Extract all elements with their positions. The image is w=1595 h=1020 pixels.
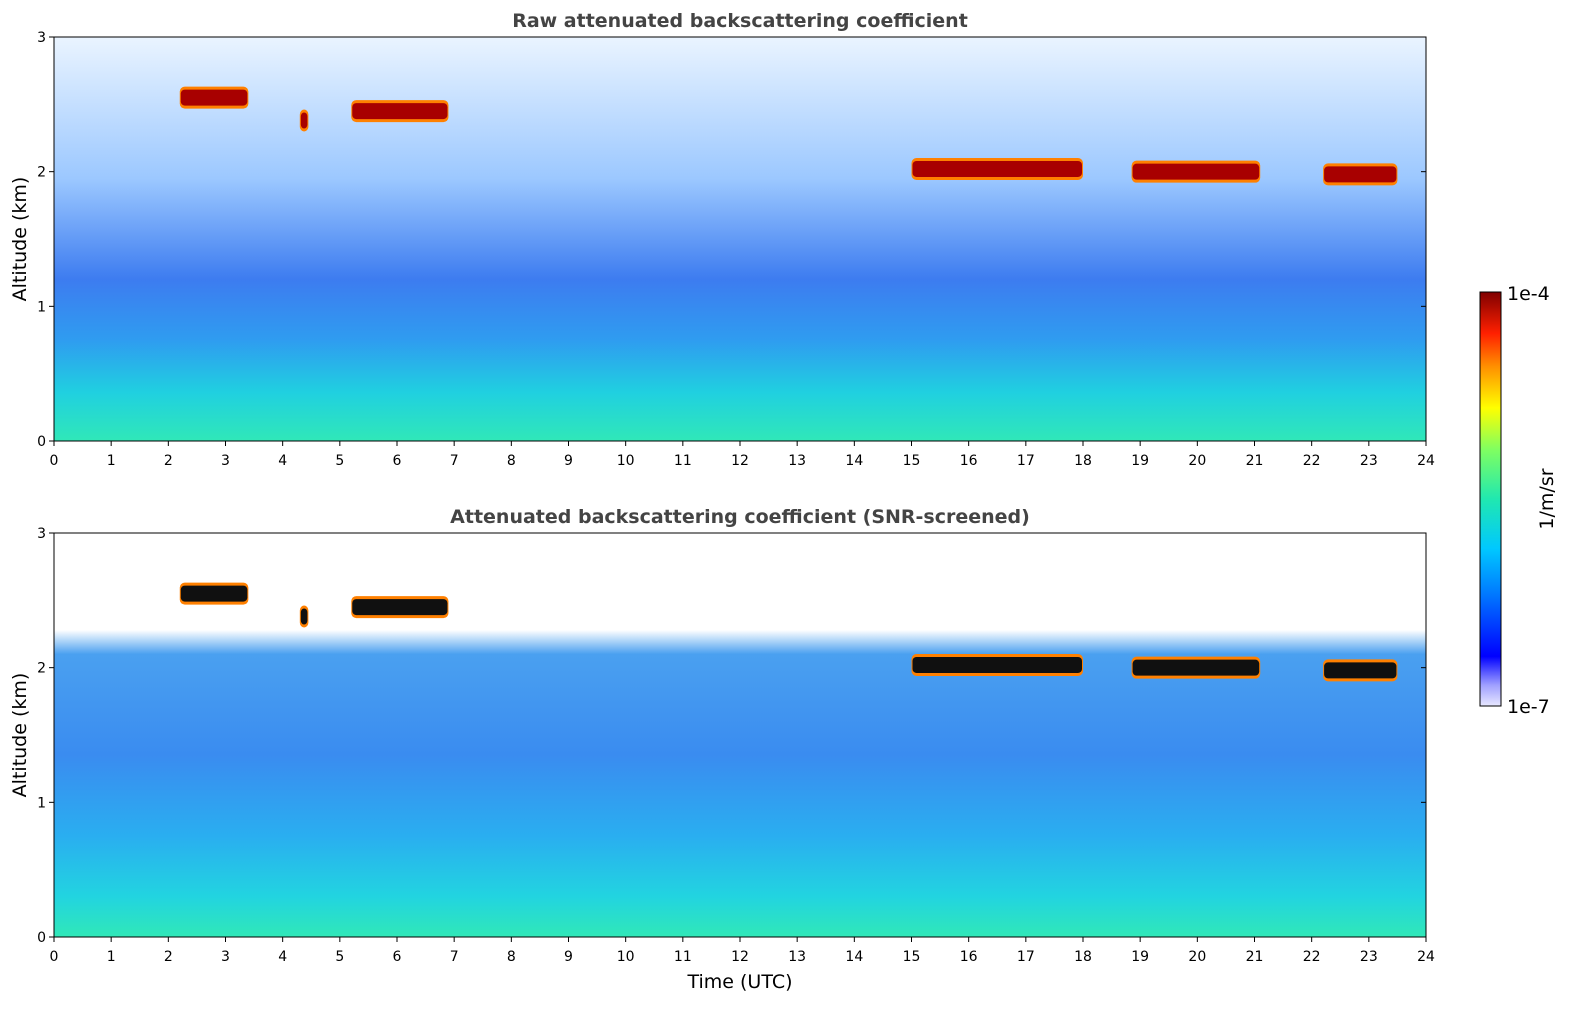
screened-xtick-label-11: 11 (674, 949, 692, 965)
screened-xtick-label-15: 15 (903, 949, 921, 965)
colorbar-unit-label: 1/m/sr (1536, 468, 1558, 529)
raw-xtick-label-0: 0 (50, 453, 59, 469)
raw-cloud-layer-3 (912, 160, 1082, 177)
screened-xtick-label-8: 8 (507, 949, 516, 965)
screened-xtick-label-2: 2 (164, 949, 173, 965)
screened-ytick-label-2: 2 (37, 661, 46, 677)
screened-cloud-layer-4 (1132, 659, 1260, 676)
screened-y-axis-label: Altitude (km) (9, 673, 31, 798)
screened-xtick-label-17: 17 (1017, 949, 1035, 965)
raw-xtick-label-8: 8 (507, 453, 516, 469)
raw-xtick-label-24: 24 (1417, 453, 1435, 469)
screened-xtick-label-13: 13 (788, 949, 806, 965)
screened-xtick-label-4: 4 (278, 949, 287, 965)
screened-xtick-label-16: 16 (960, 949, 978, 965)
screened-panel-title: Attenuated backscattering coefficient (S… (450, 506, 1030, 528)
screened-backscatter-panel: Attenuated backscattering coefficient (S… (9, 506, 1435, 993)
x-axis-label: Time (UTC) (686, 971, 792, 993)
screened-cloud-layer-1 (300, 608, 308, 625)
screened-ytick-label-1: 1 (37, 795, 46, 811)
raw-xtick-label-3: 3 (221, 453, 230, 469)
screened-xtick-label-18: 18 (1074, 949, 1092, 965)
screened-xtick-label-0: 0 (50, 949, 59, 965)
raw-cloud-layer-0 (180, 89, 248, 106)
screened-xtick-label-14: 14 (845, 949, 863, 965)
screened-xtick-label-10: 10 (617, 949, 635, 965)
screened-cloud-layer-2 (352, 599, 448, 616)
colorbar-min-label: 1e-7 (1507, 696, 1550, 718)
raw-xtick-label-19: 19 (1131, 453, 1149, 469)
screened-y-axis: 0 1 2 3 (37, 526, 1426, 946)
raw-xtick-label-13: 13 (788, 453, 806, 469)
raw-xtick-label-11: 11 (674, 453, 692, 469)
raw-xtick-label-22: 22 (1303, 453, 1321, 469)
screened-xtick-label-24: 24 (1417, 949, 1435, 965)
raw-cloud-layer-5 (1324, 166, 1397, 183)
screened-xtick-label-21: 21 (1246, 949, 1264, 965)
screened-xtick-label-3: 3 (221, 949, 230, 965)
raw-ytick-label-1: 1 (37, 299, 46, 315)
screened-heatmap (54, 533, 1426, 937)
screened-xtick-label-12: 12 (731, 949, 749, 965)
raw-heatmap-background (54, 37, 1426, 441)
screened-cloud-layer-0 (180, 585, 248, 602)
raw-xtick-label-16: 16 (960, 453, 978, 469)
raw-cloud-layer-4 (1132, 163, 1260, 180)
raw-xtick-label-9: 9 (564, 453, 573, 469)
raw-xtick-label-5: 5 (335, 453, 344, 469)
screened-xtick-label-20: 20 (1188, 949, 1206, 965)
raw-cloud-layers (179, 86, 1398, 186)
raw-xtick-label-2: 2 (164, 453, 173, 469)
screened-x-axis: 0 1 2 3 4 5 6 7 8 9 10 11 12 13 14 15 16 17 18 19 20 21 22 23 24 (50, 937, 1435, 965)
colorbar: 1e-4 1e-7 1/m/sr (1479, 283, 1558, 718)
raw-xtick-label-21: 21 (1246, 453, 1264, 469)
raw-y-axis-label: Altitude (km) (9, 177, 31, 302)
screened-xtick-label-23: 23 (1360, 949, 1378, 965)
raw-xtick-label-12: 12 (731, 453, 749, 469)
screened-xtick-label-1: 1 (107, 949, 116, 965)
screened-xtick-label-9: 9 (564, 949, 573, 965)
raw-x-axis: 0 1 2 3 4 5 6 7 8 9 10 11 12 13 14 15 16 17 18 19 20 21 22 23 24 (50, 441, 1435, 469)
screened-xtick-label-19: 19 (1131, 949, 1149, 965)
raw-xtick-label-6: 6 (393, 453, 402, 469)
screened-cloud-layer-3 (912, 656, 1082, 673)
colorbar-gradient (1479, 291, 1502, 707)
raw-y-axis: 0 1 2 3 (37, 30, 1426, 450)
raw-xtick-label-23: 23 (1360, 453, 1378, 469)
raw-ytick-label-2: 2 (37, 165, 46, 181)
raw-backscatter-panel: Raw attenuated backscattering coefficien… (9, 10, 1435, 469)
screened-heatmap-background (54, 533, 1426, 937)
raw-heatmap (54, 37, 1426, 441)
raw-xtick-label-14: 14 (845, 453, 863, 469)
screened-xtick-label-7: 7 (450, 949, 459, 965)
raw-xtick-label-10: 10 (617, 453, 635, 469)
raw-ytick-label-0: 0 (37, 434, 46, 450)
raw-cloud-layer-2 (352, 103, 448, 120)
screened-ytick-label-3: 3 (37, 526, 46, 542)
raw-xtick-label-17: 17 (1017, 453, 1035, 469)
raw-xtick-label-7: 7 (450, 453, 459, 469)
raw-xtick-label-4: 4 (278, 453, 287, 469)
raw-panel-title: Raw attenuated backscattering coefficien… (512, 10, 968, 32)
screened-cloud-layer-5 (1324, 662, 1397, 679)
colorbar-max-label: 1e-4 (1507, 283, 1550, 305)
raw-cloud-layer-1 (300, 112, 308, 129)
raw-xtick-label-1: 1 (107, 453, 116, 469)
raw-xtick-label-20: 20 (1188, 453, 1206, 469)
raw-ytick-label-3: 3 (37, 30, 46, 46)
screened-xtick-label-6: 6 (393, 949, 402, 965)
screened-cloud-layers (179, 582, 1398, 682)
screened-xtick-label-22: 22 (1303, 949, 1321, 965)
raw-xtick-label-18: 18 (1074, 453, 1092, 469)
screened-xtick-label-5: 5 (335, 949, 344, 965)
screened-ytick-label-0: 0 (37, 930, 46, 946)
raw-xtick-label-15: 15 (903, 453, 921, 469)
